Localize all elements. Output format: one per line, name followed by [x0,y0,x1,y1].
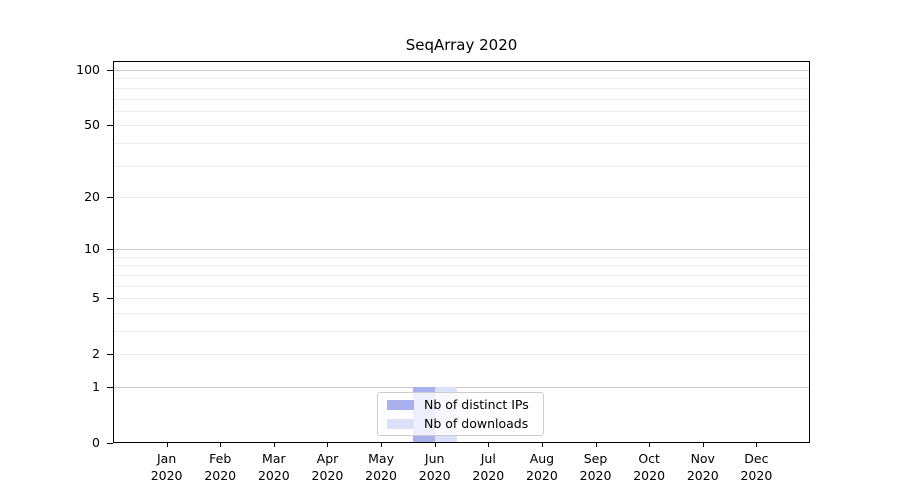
legend-label: Nb of downloads [424,416,529,431]
bars-layer [113,61,810,443]
x-axis-tick [327,443,329,447]
y-axis-tick [107,354,113,356]
minor-gridline [113,265,810,267]
major-gridline [113,70,810,72]
y-axis-tick-label: 1 [92,378,100,394]
minor-gridline [113,312,810,314]
legend-entry-distinct-ips: Nb of distinct IPs [378,395,543,414]
y-axis-tick [107,443,113,444]
x-axis-tick [595,443,597,447]
x-axis-tick-label: Feb 2020 [204,451,237,483]
minor-gridline [113,285,810,287]
y-axis-tick [107,298,113,300]
x-axis-tick [702,443,704,447]
y-axis-tick [107,125,113,127]
x-axis-tick [220,443,222,447]
major-gridline [113,386,810,388]
major-gridline [113,249,810,251]
x-axis-tick [434,443,436,447]
x-axis-tick [488,443,490,447]
downloads-swatch [387,418,414,429]
x-axis-tick [756,443,758,447]
y-axis-tick-label: 5 [92,290,100,306]
x-axis-tick-label: Dec 2020 [740,451,773,483]
y-axis-tick-label: 0 [92,435,100,450]
distinct-ips-swatch [387,399,414,410]
minor-gridline [113,165,810,167]
x-axis-tick-label: Jul 2020 [472,451,505,483]
minor-gridline [113,110,810,112]
x-axis-tick [649,443,651,447]
plot-area [113,61,810,443]
minor-gridline [113,256,810,258]
x-axis-tick-label: Aug 2020 [526,451,558,483]
x-axis-tick-label: Sep 2020 [579,451,612,483]
y-axis-tick-label: 100 [76,62,100,78]
y-axis-tick-label: 2 [92,346,100,362]
chart-title: SeqArray 2020 [405,36,518,54]
x-axis-tick-label: Apr 2020 [311,451,344,483]
x-axis-tick-label: Oct 2020 [633,451,666,483]
y-axis-tick [107,249,113,251]
legend-entry-downloads: Nb of downloads [378,414,543,433]
y-axis-tick-label: 10 [84,241,100,257]
legend-label: Nb of distinct IPs [424,397,529,412]
x-axis-tick-label: May 2020 [365,451,397,483]
minor-gridline [113,298,810,300]
minor-gridline [113,78,810,80]
y-axis-tick [107,386,113,388]
minor-gridline [113,196,810,198]
y-axis-tick-label: 20 [84,188,100,204]
x-axis-tick-label: Nov 2020 [686,451,719,483]
minor-gridline [113,87,810,89]
x-axis-tick [273,443,275,447]
minor-gridline [113,354,810,356]
y-axis-tick [107,196,113,198]
y-axis-tick-label: 50 [84,117,100,133]
x-axis-tick [541,443,543,447]
minor-gridline [113,330,810,332]
minor-gridline [113,274,810,276]
minor-gridline [113,98,810,100]
y-axis-tick [107,70,113,72]
x-axis-tick [381,443,383,447]
legend: Nb of distinct IPs Nb of downloads [377,392,544,436]
x-axis-tick-label: Jun 2020 [418,451,451,483]
minor-gridline [113,142,810,144]
x-axis-tick-label: Jan 2020 [150,451,183,483]
x-axis-tick-label: Mar 2020 [257,451,290,483]
x-axis-tick [166,443,168,447]
minor-gridline [113,125,810,127]
